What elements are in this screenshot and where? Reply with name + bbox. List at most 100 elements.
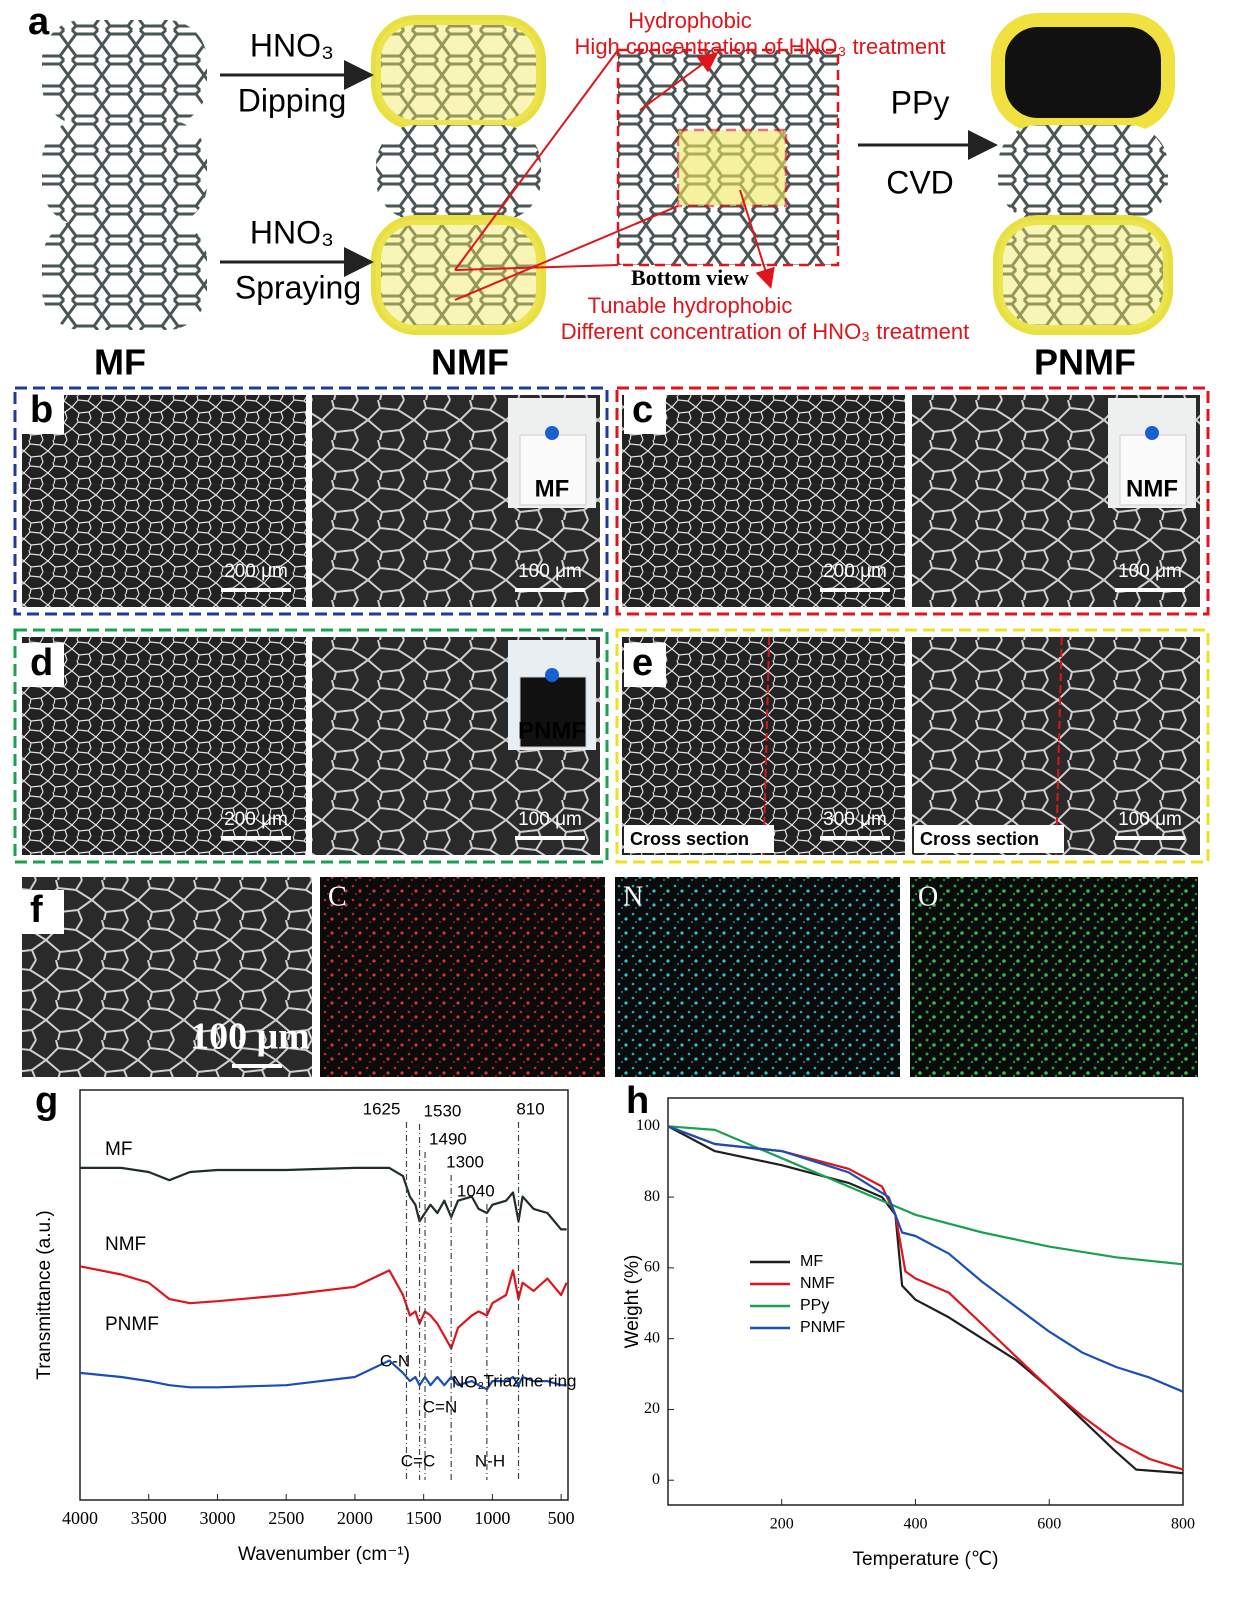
x-tick-label: 600 — [1037, 1516, 1061, 1533]
material-label: MF — [94, 342, 146, 383]
scale-label: 200 μm — [823, 561, 887, 582]
boundary — [1055, 636, 1063, 856]
sem-image — [22, 877, 312, 1077]
series-label: NMF — [105, 1234, 146, 1255]
scale-label: 100 μm — [518, 809, 582, 830]
panel-letter-box — [624, 643, 666, 687]
element-label: N — [623, 881, 643, 912]
caption-box — [914, 825, 1064, 853]
bottom-view-label: Bottom view — [631, 265, 749, 290]
panel-letter: e — [632, 642, 653, 684]
panel-letter: d — [30, 642, 53, 684]
caption: Cross section — [920, 829, 1039, 849]
coated-foam — [991, 13, 1175, 132]
x-tick-label: 3500 — [131, 1508, 167, 1528]
peak-label: 1490 — [429, 1129, 467, 1148]
note: High concentration of HNO₃ treatment — [575, 34, 946, 59]
x-tick-label: 800 — [1171, 1516, 1195, 1533]
treated-foam — [371, 215, 546, 335]
inset-label: MF — [535, 475, 570, 502]
annotation: C=C — [401, 1451, 435, 1470]
foam-block — [42, 220, 207, 330]
scale-label: 100 μm — [518, 561, 582, 582]
scale-label: 200 μm — [224, 809, 288, 830]
scale-label: 100 μm — [190, 1016, 310, 1058]
scale-label: 300 μm — [823, 809, 887, 830]
caption-box — [624, 825, 774, 853]
treated-foam — [993, 215, 1173, 335]
sample — [519, 434, 587, 506]
inset-label: PNMF — [518, 717, 586, 744]
reagent: HNO₃ — [250, 214, 334, 250]
treated-glow — [998, 220, 1168, 330]
eds-map — [910, 877, 1198, 1077]
x-tick-label: 2500 — [268, 1508, 304, 1528]
reagent: PPy — [891, 84, 950, 120]
x-tick-label: 4000 — [62, 1508, 98, 1528]
sem-image — [622, 395, 905, 607]
series-line — [667, 1125, 1184, 1471]
x-tick-label: 1500 — [406, 1508, 442, 1528]
y-tick-label: 40 — [644, 1329, 660, 1346]
y-tick-label: 0 — [652, 1471, 660, 1488]
panel-letter-box — [624, 390, 666, 434]
x-tick-label: 1000 — [474, 1508, 510, 1528]
zoom-line — [454, 205, 679, 301]
panel-frame — [615, 628, 1210, 864]
sem-image — [22, 395, 306, 607]
panel-letter: b — [30, 389, 53, 431]
peak-label: 1530 — [424, 1101, 462, 1120]
annotation: Triazine ring — [484, 1371, 577, 1390]
series-label: PNMF — [105, 1314, 159, 1335]
zoom-line — [454, 49, 619, 271]
material-label: PNMF — [1034, 342, 1136, 383]
legend-label: MF — [800, 1253, 823, 1270]
water-drop — [1145, 426, 1159, 440]
chart-layer: 4000 3500 3000 2500 2000 1500 1000 500Wavenumbe… — [34, 1089, 1195, 1570]
sample — [519, 676, 587, 748]
element-label: O — [918, 881, 938, 912]
element-label: C — [328, 881, 347, 912]
annotation: NO₂ — [452, 1372, 484, 1391]
annotation: C=N — [423, 1397, 457, 1416]
series-line — [80, 1166, 567, 1231]
material-label: NMF — [431, 342, 509, 383]
series-line — [79, 1265, 568, 1350]
pointer-arrow — [739, 189, 775, 289]
legend-label: PPy — [800, 1297, 829, 1314]
panel-frame — [615, 386, 1210, 616]
treated-glow — [376, 220, 541, 330]
method: CVD — [886, 164, 954, 200]
plot-frame — [667, 1097, 1184, 1506]
panel-letter-box — [22, 890, 64, 934]
x-tick-label: 2000 — [337, 1508, 373, 1528]
x-tick-label: 200 — [770, 1516, 794, 1533]
x-axis-label: Wavenumber (cm⁻¹) — [238, 1544, 410, 1565]
y-tick-label: 80 — [644, 1188, 660, 1205]
panel-frame — [13, 386, 609, 616]
eds-map — [320, 877, 605, 1077]
x-tick-label: 500 — [548, 1508, 575, 1528]
zoom-line — [454, 264, 619, 271]
scale-label: 100 μm — [1118, 809, 1182, 830]
sem-image — [22, 637, 306, 855]
panel-letter: c — [632, 389, 653, 431]
x-tick-label: 3000 — [199, 1508, 235, 1528]
schematic: HNO₃ Dipping HNO₃ Spraying PPy CVD MF NM… — [42, 8, 1175, 383]
peak-label: 1300 — [446, 1152, 484, 1171]
series-line — [667, 1125, 1184, 1475]
annotation: N-H — [475, 1451, 505, 1470]
caption: Cross section — [630, 829, 749, 849]
panel-letter-box — [22, 390, 64, 434]
eds-map — [615, 877, 900, 1077]
panel-letter-box — [22, 643, 64, 687]
note: Tunable hydrophobic — [588, 293, 793, 318]
panel-letter: a — [28, 1, 50, 43]
y-tick-label: 20 — [644, 1400, 660, 1417]
y-tick-label: 60 — [644, 1259, 660, 1276]
note: Different concentration of HNO₃ treatmen… — [561, 319, 969, 344]
method: Spraying — [235, 269, 361, 305]
boundary — [762, 636, 771, 856]
reagent: HNO₃ — [250, 27, 334, 63]
